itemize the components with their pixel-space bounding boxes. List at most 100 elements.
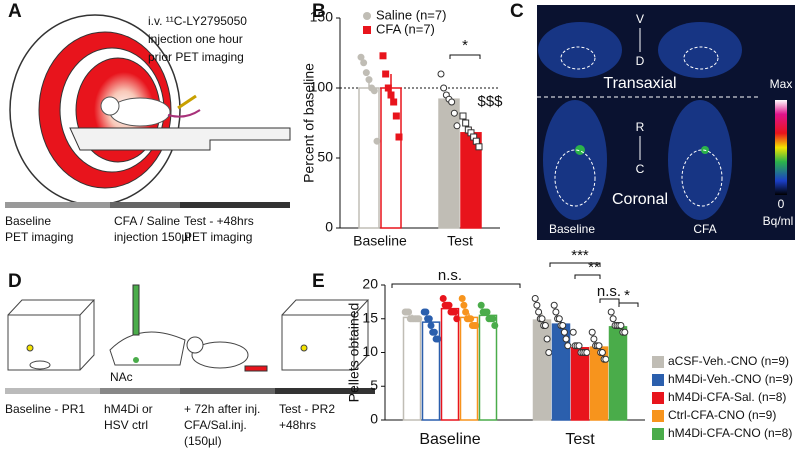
data-point: [430, 328, 438, 336]
annotation: injection one hour: [148, 32, 243, 46]
bar: [402, 316, 422, 421]
x-tick-label: Baseline: [419, 431, 480, 448]
timeline-label: injection 150µl: [114, 230, 191, 244]
data-point: [440, 84, 448, 92]
bar: [380, 87, 402, 229]
data-point: [360, 59, 368, 67]
region-label: NAc: [110, 370, 133, 384]
data-point: [362, 69, 370, 77]
condition-label: CFA: [693, 222, 716, 236]
y-tick-label: 15: [362, 309, 378, 325]
condition-label: Baseline: [549, 222, 595, 236]
data-point: [472, 322, 480, 329]
annotation: n.s.: [438, 267, 462, 284]
annotation: n.s.: [597, 283, 621, 300]
x-tick-label: Test: [565, 431, 595, 448]
timeline-label: Test - PR2: [279, 402, 335, 416]
data-point: [467, 315, 475, 323]
annotation: *: [462, 37, 468, 54]
timeline-segment: [5, 202, 110, 208]
view-label: Transaxial: [603, 75, 676, 92]
colorbar-label: Max: [770, 77, 793, 91]
pet-scanner: [9, 14, 291, 206]
colorbar-label: Bq/ml: [763, 214, 794, 228]
data-point: [462, 119, 470, 127]
annotation: i.v. ¹¹C-LY2795050: [148, 14, 247, 28]
data-point: [427, 322, 435, 329]
data-point: [475, 143, 483, 151]
significance-bracket: [599, 298, 620, 303]
data-point: [460, 301, 468, 309]
timeline-label: (150µl): [184, 434, 222, 448]
y-axis-label: Pellets obtained: [346, 303, 362, 403]
timeline-label: CFA / Saline: [114, 214, 180, 228]
data-point: [538, 315, 546, 323]
data-point: [602, 355, 610, 363]
timeline-label: PET imaging: [184, 230, 252, 244]
legend-label: hM4Di-CFA-Sal. (n=8): [668, 390, 786, 404]
data-point: [590, 335, 598, 343]
data-point: [545, 349, 553, 356]
timeline-label: + 72h after inj.: [184, 402, 260, 416]
significance-bracket: [391, 283, 521, 288]
significance-bracket: [549, 262, 601, 267]
x-tick-label: Baseline: [353, 233, 407, 249]
data-point: [621, 328, 629, 336]
data-point: [583, 349, 591, 356]
data-point: [450, 109, 458, 117]
legend-swatch: [652, 428, 664, 440]
data-point: [379, 52, 387, 60]
bar: [438, 98, 460, 229]
axis-label: C: [636, 162, 645, 176]
legend-label: hM4Di-Veh.-CNO (n=9): [668, 372, 793, 386]
data-point: [425, 315, 433, 323]
data-point: [543, 335, 551, 343]
data-point: [395, 133, 403, 141]
timeline-label: PET imaging: [5, 230, 73, 244]
data-point: [422, 308, 430, 316]
data-point: [384, 84, 392, 92]
bar: [608, 326, 628, 421]
data-point: [392, 112, 400, 120]
data-point: [370, 87, 378, 95]
legend-swatch: [652, 356, 664, 368]
timeline-label: Baseline - PR1: [5, 402, 85, 416]
annotation: *: [624, 287, 630, 304]
timeline-label: Baseline: [5, 214, 51, 228]
data-point: [405, 308, 413, 316]
data-point: [477, 301, 485, 309]
axis-label: D: [636, 54, 645, 68]
data-point: [483, 308, 491, 316]
data-point: [453, 122, 461, 130]
bar: [532, 319, 552, 421]
y-tick-label: 150: [310, 9, 334, 25]
y-tick-label: 10: [362, 343, 378, 359]
data-point: [588, 328, 596, 336]
legend-swatch: [363, 26, 371, 34]
y-tick-label: 5: [370, 377, 378, 393]
data-point: [552, 308, 560, 316]
data-point: [458, 295, 466, 302]
panel-label: C: [510, 1, 524, 22]
data-point: [489, 315, 497, 323]
data-point: [415, 315, 423, 323]
y-tick-label: 50: [317, 149, 333, 165]
legend-label: aCSF-Veh.-CNO (n=9): [668, 354, 789, 368]
y-axis-label: Percent of baseline: [301, 63, 317, 183]
bar: [358, 87, 380, 229]
data-point: [617, 322, 625, 329]
significance-bracket: [449, 54, 481, 59]
bar: [440, 307, 460, 421]
data-point: [531, 295, 539, 302]
legend-swatch: [652, 392, 664, 404]
annotation: prior PET imaging: [148, 50, 244, 64]
panel-label: D: [8, 271, 22, 292]
bar: [570, 347, 590, 421]
data-point: [390, 98, 398, 106]
data-point: [595, 342, 603, 350]
timeline-segment: [110, 202, 180, 208]
panel-label: A: [8, 1, 22, 22]
data-point: [559, 322, 567, 329]
data-point: [560, 328, 568, 336]
